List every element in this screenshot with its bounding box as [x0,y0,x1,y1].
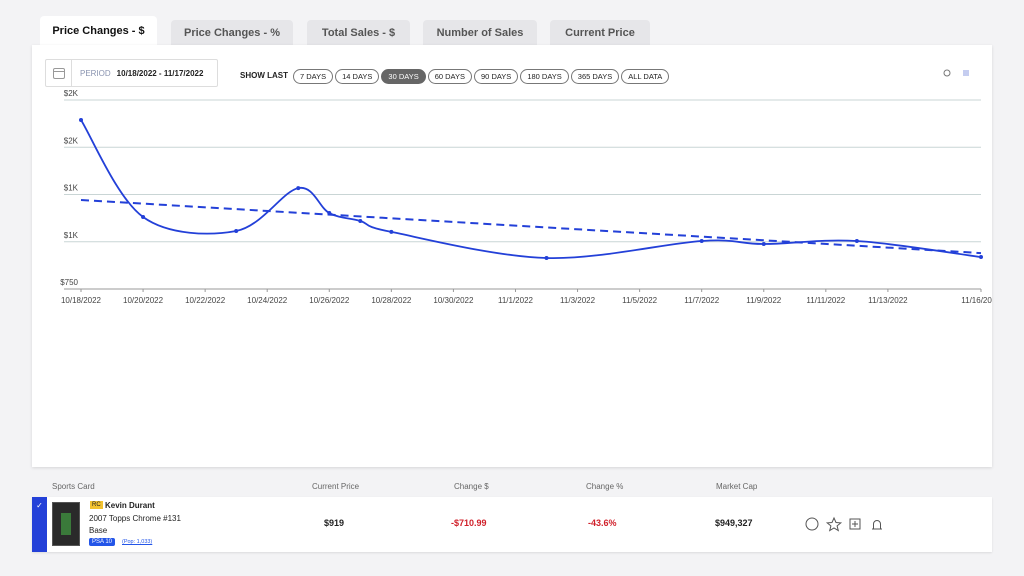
data-point [296,186,301,191]
calendar-icon [46,60,72,86]
star-icon[interactable] [825,516,843,532]
card-set: 2007 Topps Chrome #131 [89,514,181,523]
data-point [389,229,394,234]
tab[interactable]: Price Changes - % [171,20,293,46]
row-actions [805,516,882,532]
period-label: PERIOD [80,68,111,78]
add-plus [852,521,858,527]
data-point [761,242,766,247]
card-variant: Base [89,526,108,535]
x-tick-label: 10/20/2022 [123,296,164,305]
range-button[interactable]: 365 DAYS [570,69,620,84]
tab[interactable]: Total Sales - $ [307,20,410,46]
x-tick-label: 11/5/2022 [622,296,658,305]
period-range: 10/18/2022 - 11/17/2022 [116,68,204,78]
market-cap: $949,327 [715,518,753,528]
trend-line [80,198,982,255]
change-dollar: -$710.99 [451,518,487,528]
change-pct: -43.6% [588,518,617,528]
data-point [79,118,83,123]
data-point [358,218,363,223]
settings-icon [943,69,951,77]
data-point [544,256,549,261]
bell-icon[interactable] [872,520,882,530]
x-tick-label: 11/7/2022 [684,296,720,305]
range-button[interactable]: 7 DAYS [293,69,334,84]
current-price: $919 [324,518,345,528]
y-tick-label: $1K [64,184,79,193]
data-point [979,255,983,260]
pop-link[interactable]: (Pop: 1,033) [122,539,153,545]
x-tick-label: 11/11/2022 [806,296,845,305]
data-point [234,228,239,233]
data-point [327,211,332,216]
period-picker[interactable]: PERIOD 10/18/2022 - 11/17/2022 [45,59,218,87]
x-tick-label: 11/9/2022 [746,296,782,305]
x-tick-label: 10/30/2022 [433,296,474,305]
data-point [854,238,859,243]
icon [52,68,65,79]
range-button[interactable]: 30 DAYS [381,69,426,84]
y-tick-label: $2K [64,136,79,145]
price-icon[interactable] [805,517,819,531]
range-button[interactable]: 90 DAYS [474,69,519,84]
y-tick-label: $2K [64,89,79,98]
data-point [141,214,146,219]
rc-badge: RC [90,501,103,509]
card-image [52,502,80,546]
card-figure [61,513,71,535]
player-name: Kevin Durant [105,501,155,510]
tab[interactable]: Price Changes - $ [40,16,157,46]
y-tick-label: $1K [64,231,79,240]
show-last: SHOW LAST 7 DAYS 14 DAYS 30 DAYS 60 DAYS 90 … [240,66,671,84]
column-header: Change $ [454,482,489,491]
x-tick-label: 10/24/2022 [247,296,288,305]
options: 7 DAYS 14 DAYS 30 DAYS 60 DAYS 90 DAYS 180 DA… [293,66,671,84]
x-tick-label: 10/26/2022 [309,296,350,305]
chart: $750 $1K $1K $2K $2K 10/18/2022 10/20/2022 10/2… [60,69,992,305]
range-button[interactable]: 180 DAYS [520,69,569,84]
table-icon [963,70,969,76]
x-tick-label: 10/18/2022 [61,296,102,305]
x-tick-label: 10/28/2022 [371,296,412,305]
card-row[interactable]: ✓ RC Kevin Durant 2007 Topps Chrome #131… [32,497,992,552]
x-tick-label: 11/13/2022 [868,296,908,305]
range-button[interactable]: 14 DAYS [335,69,380,84]
price-line [80,119,982,259]
range-button[interactable]: 60 DAYS [427,69,473,84]
column-header: Change % [586,482,624,491]
x-tick-label: 11/3/2022 [560,296,596,305]
row-check[interactable]: ✓ [32,497,47,552]
tab[interactable]: Current Price [550,20,650,46]
chart-card: PERIOD 10/18/2022 - 11/17/2022 SHOW LAST… [32,45,992,467]
x-tick-label: 11/1/2022 [498,296,534,305]
x-tick-label: 10/22/2022 [185,296,226,305]
show-last-label: SHOW LAST [240,70,288,80]
grade-badge: PSA 10 [89,538,116,546]
add-icon[interactable] [849,518,861,530]
column-header: Current Price [312,482,360,491]
data-point [699,238,704,243]
column-header: Market Cap [716,482,758,491]
tab[interactable]: Number of Sales [423,20,537,46]
y-tick-label: $750 [60,278,78,287]
x-tick-label: 11/16/2022 [961,296,992,305]
column-header: Sports Card [52,482,95,491]
range-button[interactable]: ALL DATA [621,69,670,84]
